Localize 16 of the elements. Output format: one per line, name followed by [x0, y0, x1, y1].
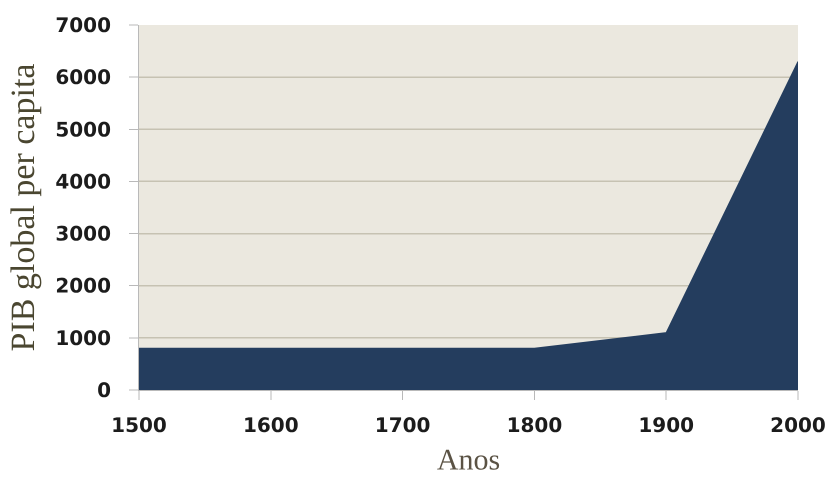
y-tick-label: 1000	[55, 326, 111, 350]
y-tick-label: 6000	[55, 65, 111, 90]
y-tick-label: 0	[97, 378, 111, 402]
y-tick-label: 7000	[55, 13, 111, 37]
y-tick-label: 3000	[55, 222, 111, 246]
x-tick-label: 1800	[506, 413, 562, 437]
y-axis-title: PIB global per capita	[4, 64, 42, 352]
x-axis-title: Anos	[436, 444, 500, 476]
x-tick-label: 1600	[242, 413, 299, 437]
y-tick-label: 4000	[55, 169, 111, 194]
x-tick-label: 1900	[638, 413, 694, 437]
x-tick-label: 1500	[111, 413, 167, 437]
x-tick-label: 2000	[770, 413, 826, 437]
y-tick-label: 2000	[55, 274, 111, 298]
x-tick-label: 1700	[374, 413, 430, 437]
y-tick-label: 5000	[55, 117, 111, 142]
